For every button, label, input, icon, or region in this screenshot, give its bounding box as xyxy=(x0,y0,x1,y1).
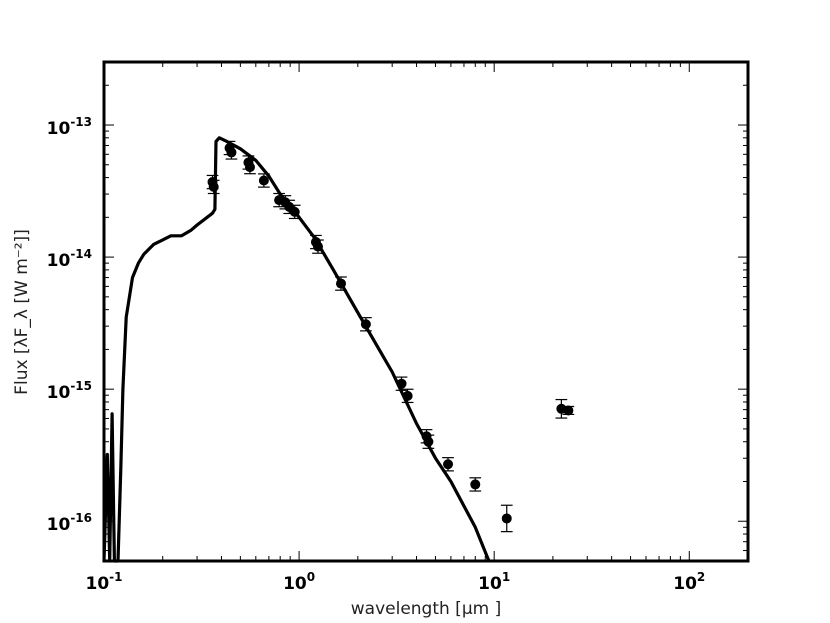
data-marker xyxy=(208,181,219,192)
plot-frame xyxy=(102,60,750,563)
data-marker xyxy=(360,319,371,330)
data-marker xyxy=(289,206,300,217)
data-point xyxy=(207,179,220,195)
data-marker xyxy=(336,278,347,289)
data-marker xyxy=(258,175,269,186)
data-marker xyxy=(312,241,323,252)
plot-background xyxy=(104,62,748,561)
data-point xyxy=(244,159,256,175)
data-marker xyxy=(402,390,413,401)
y-axis-label: Flux [λF_λ [W m⁻²]] xyxy=(12,229,32,395)
data-point xyxy=(500,504,513,533)
y-tick-label: 10-16 xyxy=(47,511,92,535)
data-point xyxy=(360,317,372,332)
model-line xyxy=(102,136,491,563)
data-point xyxy=(395,376,408,391)
model-line-layer xyxy=(102,136,491,563)
x-tick-label: 101 xyxy=(478,570,510,594)
data-marker xyxy=(226,147,237,158)
x-tick-label: 10-1 xyxy=(85,570,122,594)
data-marker xyxy=(501,513,512,524)
data-point xyxy=(469,477,482,492)
tick-labels: 10-1 100 101 102 10-13 10-14 10-15 10-16 xyxy=(47,115,706,594)
y-tick-label: 10-13 xyxy=(47,115,92,139)
data-marker xyxy=(423,436,434,447)
data-point xyxy=(312,239,324,254)
data-marker xyxy=(563,405,574,416)
data-marker xyxy=(470,479,481,490)
data-point xyxy=(422,434,435,449)
x-tick-label: 100 xyxy=(283,570,315,594)
data-point xyxy=(225,145,238,160)
photometry-layer xyxy=(206,140,575,533)
data-point xyxy=(288,204,301,220)
y-tick-label: 10-14 xyxy=(47,247,92,271)
data-point xyxy=(335,276,347,291)
data-point xyxy=(562,405,575,416)
data-marker xyxy=(244,162,255,173)
data-point xyxy=(258,173,270,188)
data-marker xyxy=(443,459,454,470)
y-tick-label: 10-15 xyxy=(47,379,92,403)
data-point xyxy=(442,457,454,472)
data-point xyxy=(401,388,414,404)
x-axis-label: wavelength [μm ] xyxy=(351,599,501,619)
x-tick-label: 102 xyxy=(673,570,705,594)
data-marker xyxy=(396,378,407,389)
